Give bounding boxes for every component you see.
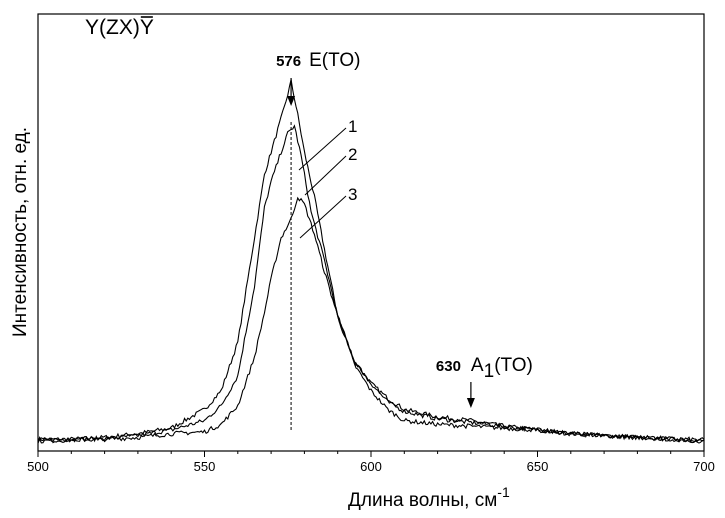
plot-frame [37,13,705,452]
x-axis-ticks: 500 550 600 650 700 [27,451,715,474]
curve-label-leader-3 [299,195,347,239]
chart-title: Y(ZX)Y [85,16,154,39]
curve-labels: 1 2 3 [298,117,357,239]
curve-label-1: 1 [348,117,357,136]
peak-576-label: 576 E(TO) [276,50,360,71]
x-tick-label: 500 [27,459,49,474]
title-text-main: Y(ZX) [85,16,140,39]
curve-label-leader-2 [304,155,347,196]
x-tick-label: 700 [693,459,715,474]
x-tick-label: 550 [194,459,216,474]
curve-label-2: 2 [348,145,357,164]
series-line-2 [37,124,705,444]
peak-630-label: 630 A1(TO) [436,355,533,382]
series-line-3 [37,196,705,444]
series-curves [37,79,705,444]
x-tick-label: 650 [527,459,549,474]
curve-label-leader-1 [298,127,347,171]
peak-630-arrow-head [466,398,475,408]
series-line-1 [37,79,705,444]
x-tick-label: 600 [360,459,382,474]
x-axis-label: Длина волны, см-1 [348,484,510,511]
y-axis-label: Интенсивность, отн. ед. [10,127,31,337]
peak-annotations: 576 E(TO) 630 A1(TO) [276,50,533,432]
curve-label-3: 3 [348,185,357,204]
title-text-overlined: Y [140,16,154,39]
peak-576-arrow-head [287,96,296,106]
